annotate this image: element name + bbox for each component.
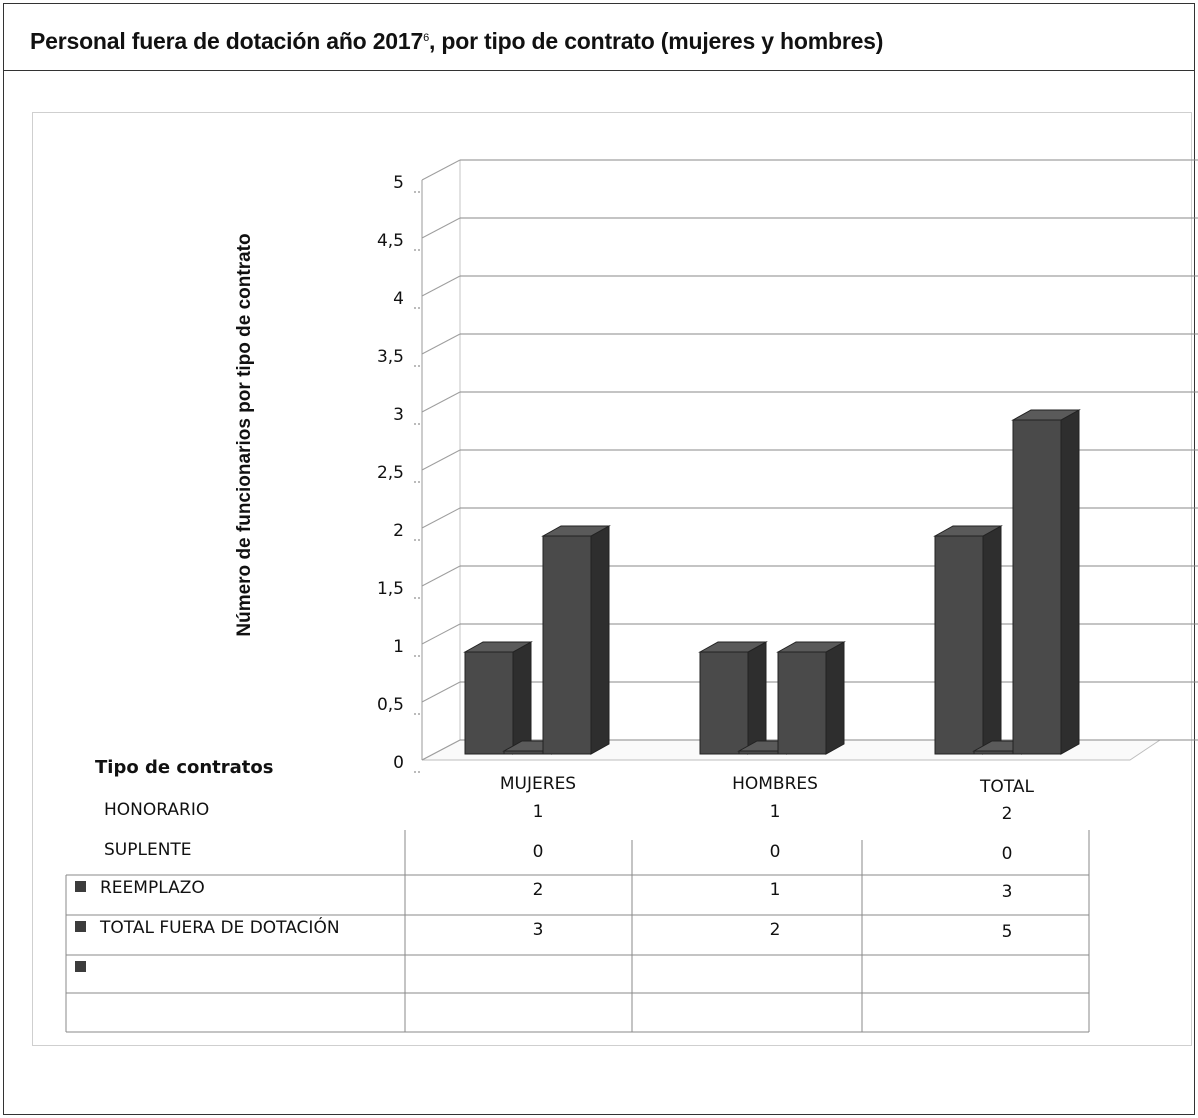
bar-top — [541, 525, 611, 537]
data-table-header: Tipo de contratos — [95, 757, 274, 778]
x-category-label: MUJERES — [500, 774, 576, 794]
table-cell: 0 — [533, 842, 544, 862]
cell-text: 2 — [1001, 804, 1013, 824]
cell-text: 2 — [532, 880, 544, 900]
row-label-text: HONORARIO — [104, 800, 210, 820]
bar-top — [933, 525, 1003, 537]
bar-side — [590, 525, 610, 755]
plot-area-frame — [32, 112, 1192, 1046]
cell-text: 0 — [532, 842, 544, 862]
bar-honorario-hombres — [699, 651, 749, 755]
table-cell: 5 — [1002, 922, 1013, 942]
gridline-side — [421, 275, 461, 297]
bar-side — [512, 641, 532, 755]
y-tick-label: 3 — [393, 405, 404, 425]
table-cell: 1 — [770, 880, 781, 900]
row-label: SUPLENTE — [104, 840, 192, 860]
gridline-side — [421, 159, 461, 181]
cell-text: 1 — [769, 802, 781, 822]
cell-text: 3 — [1001, 882, 1013, 902]
table-cell: 0 — [770, 842, 781, 862]
gridline-side — [421, 739, 461, 761]
y-tick-label: 5 — [393, 173, 404, 193]
table-cell: 3 — [1002, 882, 1013, 902]
y-tick-label: 1,5 — [377, 579, 404, 599]
bar-reemplazo-mujeres — [542, 535, 592, 755]
bar-honorario-mujeres — [464, 651, 514, 755]
row-label-empty — [75, 958, 100, 978]
bar-reemplazo-hombres — [777, 651, 827, 755]
x-category-label: TOTAL — [979, 777, 1034, 797]
bar-reemplazo-total — [1012, 419, 1062, 755]
y-axis-label: Número de funcionarios por tipo de contr… — [234, 233, 255, 637]
cell-text: 0 — [1001, 844, 1013, 864]
y-tick-label: 1 — [393, 637, 404, 657]
row-label-text: SUPLENTE — [104, 840, 192, 860]
chart-frame: Personal fuera de dotación año 20176, po… — [3, 3, 1195, 1115]
bar-top — [698, 641, 768, 653]
bar-side — [982, 525, 1002, 755]
gridline-side — [421, 449, 461, 471]
table-cell: 2 — [1002, 804, 1013, 824]
y-tick-label: 3,5 — [377, 347, 404, 367]
x-category-label: HOMBRES — [732, 774, 818, 794]
y-tick-label: 0,5 — [377, 695, 404, 715]
bar-side — [1060, 409, 1080, 755]
row-label-text: REEMPLAZO — [100, 878, 205, 898]
y-tick-label: 4 — [393, 289, 404, 309]
table-cell: 3 — [533, 920, 544, 940]
gridline-side — [421, 217, 461, 239]
gridline-side — [421, 681, 461, 703]
table-cell: 1 — [770, 802, 781, 822]
footnote-mark: 6 — [423, 32, 429, 44]
table-cell: 0 — [1002, 844, 1013, 864]
y-tick-label: 2,5 — [377, 463, 404, 483]
title-suffix: , por tipo de contrato (mujeres y hombre… — [429, 28, 884, 54]
table-cell: 2 — [770, 920, 781, 940]
cell-text: 1 — [769, 880, 781, 900]
row-label: TOTAL FUERA DE DOTACIÓN — [75, 918, 340, 938]
y-tick-label: 4,5 — [377, 231, 404, 251]
legend-key — [75, 881, 86, 892]
gridline-side — [421, 507, 461, 529]
gridline-side — [421, 565, 461, 587]
table-cell: 2 — [533, 880, 544, 900]
title-main: Personal fuera de dotación año 2017 — [30, 28, 424, 54]
y-tick-label: 0 — [393, 753, 404, 773]
bar-top — [463, 641, 533, 653]
table-cell: 1 — [533, 802, 544, 822]
legend-key — [75, 961, 86, 972]
cell-text: 5 — [1001, 922, 1013, 942]
chart-title: Personal fuera de dotación año 20176, po… — [30, 28, 883, 55]
bar-honorario-total — [934, 535, 984, 755]
cell-text: 3 — [532, 920, 544, 940]
row-label-text: TOTAL FUERA DE DOTACIÓN — [100, 918, 340, 938]
gridline-side — [421, 391, 461, 413]
row-label: REEMPLAZO — [75, 878, 205, 898]
title-bar: Personal fuera de dotación año 20176, po… — [4, 4, 1194, 71]
bar-side — [747, 641, 767, 755]
cell-text: 2 — [769, 920, 781, 940]
legend-key — [75, 921, 86, 932]
bar-top — [1011, 409, 1081, 421]
gridline-side — [421, 623, 461, 645]
cell-text: 1 — [532, 802, 544, 822]
row-label: HONORARIO — [104, 800, 209, 820]
y-tick-label: 2 — [393, 521, 404, 541]
gridline-side — [421, 333, 461, 355]
bar-top — [776, 641, 846, 653]
cell-text: 0 — [769, 842, 781, 862]
bar-side — [825, 641, 845, 755]
